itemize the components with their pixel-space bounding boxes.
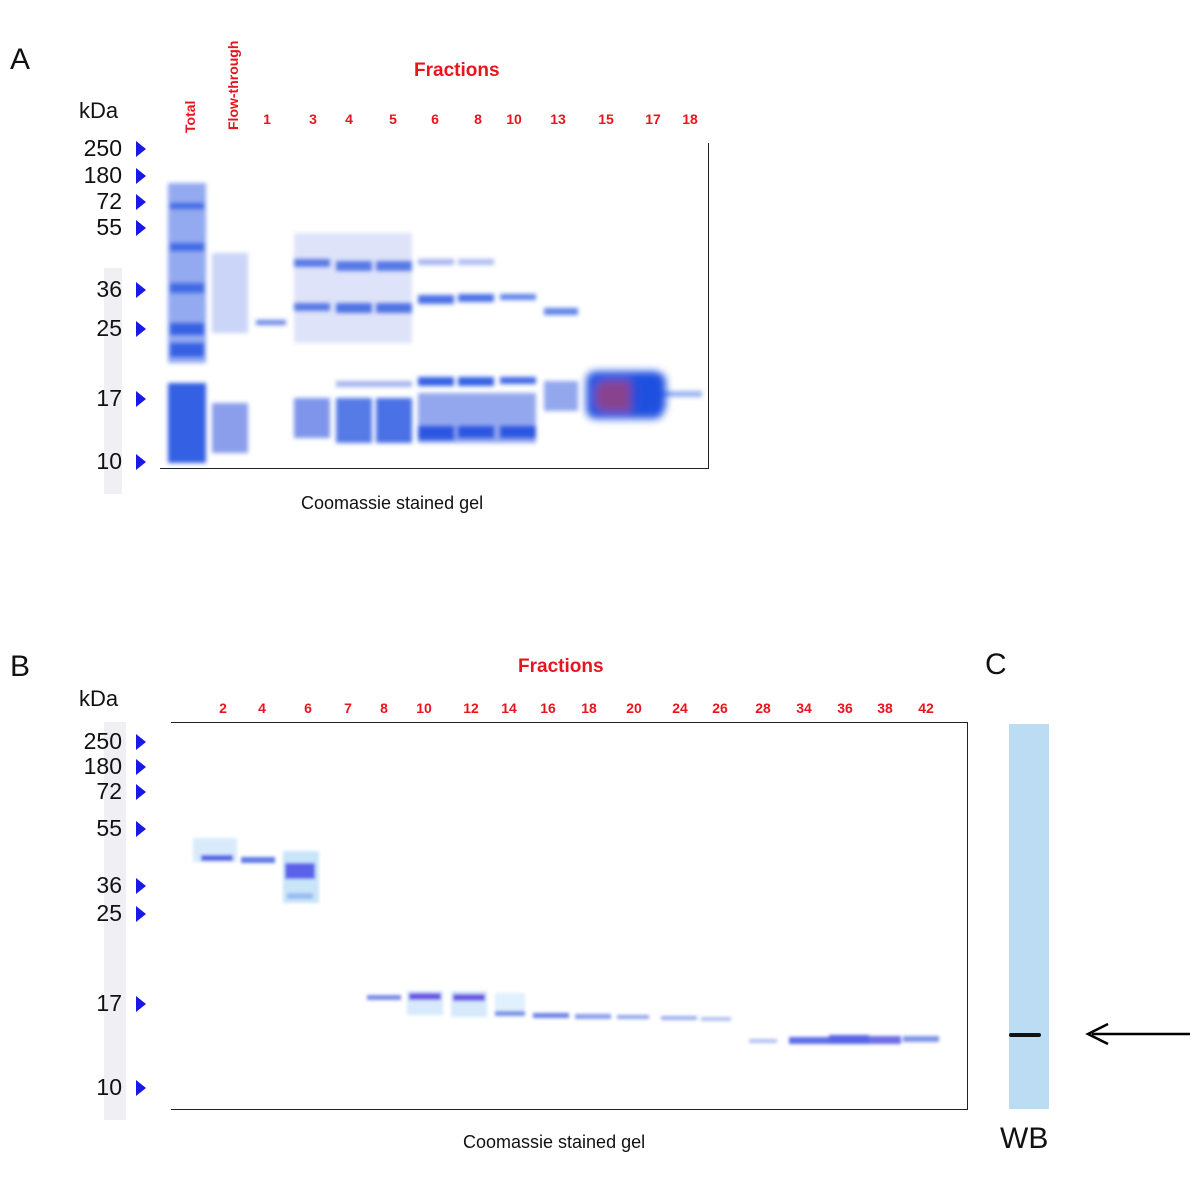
panel-b-fraction-26: 26 (712, 700, 728, 716)
panel-b-marker-arrow-icon (136, 906, 146, 922)
panel-b-letter: B (10, 650, 31, 683)
panel-b-fraction-2: 2 (219, 700, 227, 716)
panel-b-fractions-title: Fractions (518, 656, 604, 677)
panel-b-gel-bands (193, 838, 939, 1044)
panel-a-fraction-6: 6 (431, 111, 439, 127)
panel-a-marker-arrow-icon (136, 141, 146, 157)
panel-b-fraction-4: 4 (258, 700, 266, 716)
panel-b-marker-25: 25 (96, 900, 122, 926)
panel-a-lane-total: Total (182, 100, 198, 133)
panel-c-letter: C (985, 648, 1007, 681)
panel-b-marker-arrow-icon (136, 1080, 146, 1096)
panel-b-marker-36: 36 (96, 872, 122, 898)
panel-a-marker-arrow-icon (136, 321, 146, 337)
panel-a-marker-55: 55 (96, 214, 122, 240)
panel-a-caption: Coomassie stained gel (301, 493, 484, 513)
panel-b-fraction-6: 6 (304, 700, 312, 716)
panel-b-gel (171, 722, 968, 1110)
panel-a-fraction-5: 5 (389, 111, 397, 127)
panel-b-marker-arrow-icon (136, 878, 146, 894)
panel-a-fraction-18: 18 (682, 111, 698, 127)
panel-a-gel (160, 143, 709, 469)
panel-b-marker-55: 55 (96, 815, 122, 841)
panel-b-marker-10: 10 (96, 1074, 122, 1100)
panel-a-fraction-1: 1 (263, 111, 271, 127)
panel-b-fraction-20: 20 (626, 700, 642, 716)
panel-a-marker-arrow-icon (136, 391, 146, 407)
panel-b-fraction-34: 34 (796, 700, 812, 716)
panel-b-fraction-42: 42 (918, 700, 934, 716)
panel-b-fraction-24: 24 (672, 700, 688, 716)
panel-b-marker-arrow-icon (136, 759, 146, 775)
panel-a-fraction-15: 15 (598, 111, 614, 127)
panel-b-fraction-36: 36 (837, 700, 853, 716)
panel-a-fraction-13: 13 (550, 111, 566, 127)
panel-b-marker-180: 180 (83, 753, 122, 779)
panel-a-fractions-title: Fractions (414, 60, 500, 81)
panel-a-marker-arrow-icon (136, 282, 146, 298)
panel-a-gel-bands (168, 183, 702, 463)
panel-a-marker-36: 36 (96, 276, 122, 302)
panel-a-marker-17: 17 (96, 385, 122, 411)
panel-a-marker-250: 250 (83, 135, 122, 161)
panel-a-marker-72: 72 (96, 188, 122, 214)
panel-a-fraction-8: 8 (474, 111, 482, 127)
panel-a-kda-label: kDa (79, 98, 119, 123)
wb-strip (1009, 724, 1049, 1109)
panel-a-marker-strip (104, 268, 122, 494)
panel-b-marker-strip (104, 722, 126, 1120)
panel-a-marker-10: 10 (96, 448, 122, 474)
panel-b-marker-arrow-icon (136, 821, 146, 837)
panel-a-lane-flow-through: Flow-through (225, 40, 241, 130)
panel-a-marker-180: 180 (83, 162, 122, 188)
panel-b-fraction-12: 12 (463, 700, 479, 716)
panel-a-marker-arrow-icon (136, 220, 146, 236)
panel-a-fraction-17: 17 (645, 111, 661, 127)
panel-b-fraction-28: 28 (755, 700, 771, 716)
panel-b-marker-arrow-icon (136, 784, 146, 800)
panel-c-caption: WB (1000, 1122, 1049, 1155)
panel-b-fraction-16: 16 (540, 700, 556, 716)
panel-b-marker-arrow-icon (136, 734, 146, 750)
panel-a-marker-arrow-icon (136, 194, 146, 210)
panel-b-marker-17: 17 (96, 990, 122, 1016)
panel-b-marker-72: 72 (96, 778, 122, 804)
panel-a-marker-arrow-icon (136, 454, 146, 470)
panel-b-fraction-14: 14 (501, 700, 517, 716)
panel-b-fraction-10: 10 (416, 700, 432, 716)
panel-a-marker-arrow-icon (136, 168, 146, 184)
panel-b-caption: Coomassie stained gel (463, 1132, 646, 1152)
panel-b-kda-label: kDa (79, 686, 119, 711)
panel-b-marker-250: 250 (83, 728, 122, 754)
panel-b-marker-arrow-icon (136, 996, 146, 1012)
panel-b-fraction-7: 7 (344, 700, 352, 716)
panel-a-letter: A (10, 43, 31, 76)
panel-a-fraction-10: 10 (506, 111, 522, 127)
panel-b-fraction-38: 38 (877, 700, 893, 716)
panel-a-fraction-3: 3 (309, 111, 317, 127)
wb-arrow-icon (1085, 1022, 1190, 1046)
panel-b-fraction-18: 18 (581, 700, 597, 716)
panel-b-fraction-8: 8 (380, 700, 388, 716)
wb-band (1009, 1033, 1041, 1037)
panel-a-fraction-4: 4 (345, 111, 353, 127)
panel-a-marker-25: 25 (96, 315, 122, 341)
